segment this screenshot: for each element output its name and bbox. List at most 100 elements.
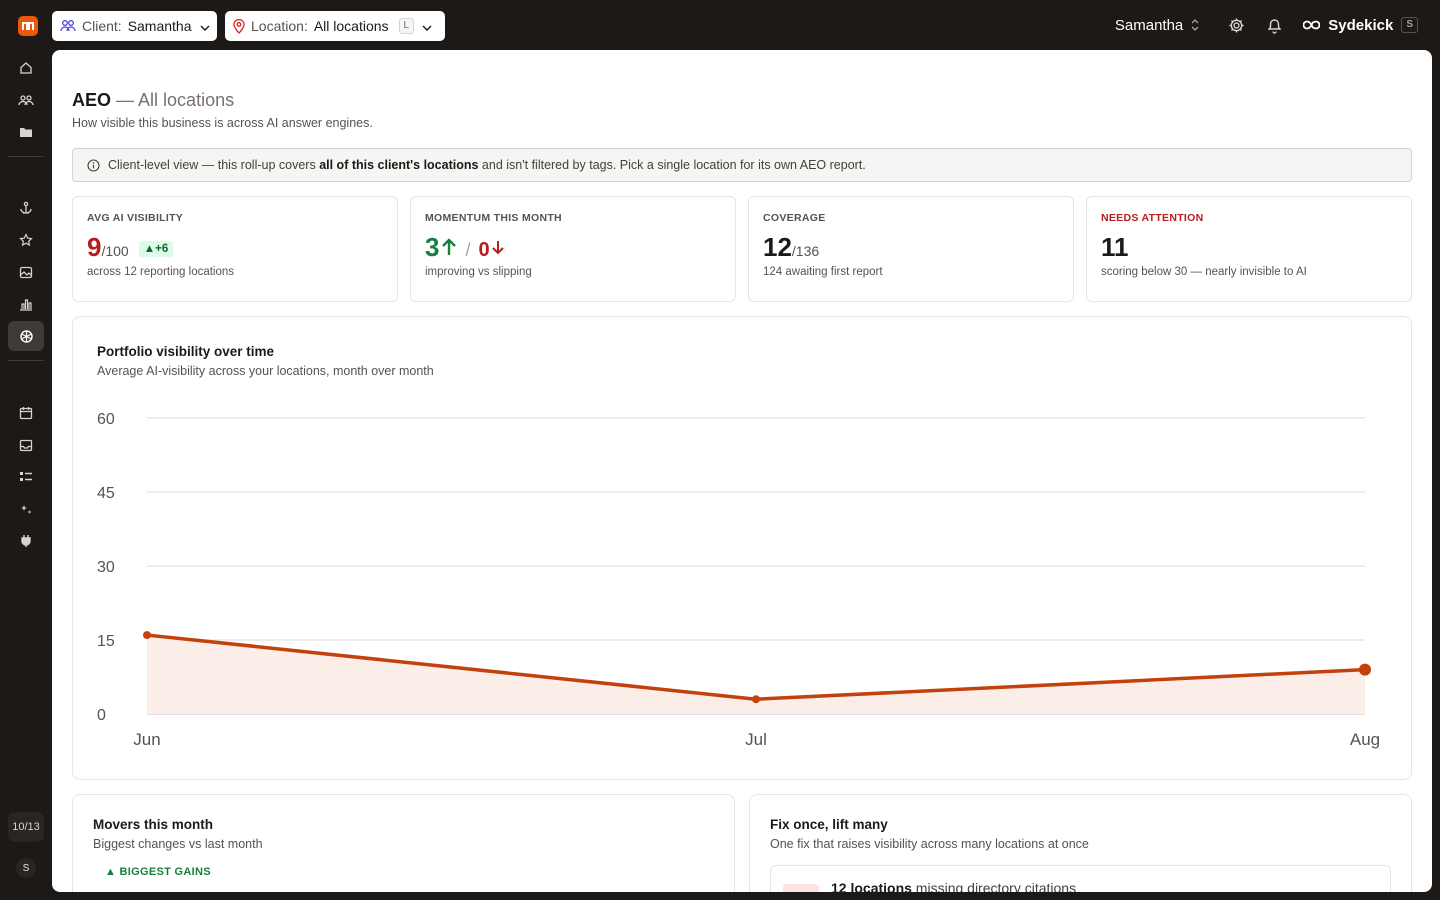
brand-shortcut: S (1401, 17, 1418, 33)
stat-subtext: scoring below 30 — nearly invisible to A… (1101, 266, 1307, 278)
chevron-down-icon (200, 18, 210, 34)
arrow-up-icon (441, 238, 457, 256)
page-title-main: AEO (72, 90, 112, 110)
sidebar-item-home[interactable] (8, 53, 44, 83)
visibility-chart-card: 0 15 30 45 60 Jun Jul Aug Portfolio visibility … (72, 316, 1412, 780)
arrow-down-icon (491, 240, 505, 255)
sidebar-item-integrations[interactable] (8, 526, 44, 556)
app-logo[interactable] (18, 16, 38, 36)
avatar[interactable]: S (16, 858, 36, 878)
y-tick-label: 30 (97, 559, 115, 576)
sidebar-item-media[interactable] (8, 257, 44, 287)
delta-badge: ▲+6 (138, 241, 174, 257)
sidebar-item-clients[interactable] (8, 85, 44, 115)
infinity-icon (1303, 20, 1321, 30)
y-tick-label: 45 (97, 485, 115, 502)
user-name: Samantha (1114, 16, 1184, 34)
stat-card-attention: NEEDS ATTENTION 11 scoring below 30 — ne… (1086, 196, 1412, 302)
page-title: AEO — All locations (72, 90, 234, 111)
sidebar-divider (8, 360, 44, 361)
sidebar-item-calendar[interactable] (8, 398, 44, 428)
momentum-separator: / (465, 240, 471, 260)
stat-card-momentum: MOMENTUM THIS MONTH 3 / 0 improving vs s… (410, 196, 736, 302)
stat-value: 11 (1101, 232, 1129, 262)
page-title-suffix: — All locations (116, 90, 235, 110)
location-label: Location: (251, 18, 308, 34)
info-text-bold: all of this client's locations (319, 158, 479, 172)
chart-title: Portfolio visibility over time (97, 344, 275, 359)
chevron-down-icon (422, 18, 432, 34)
sidebar-item-inbox[interactable] (8, 430, 44, 460)
info-banner: Client-level view — this roll-up covers … (72, 148, 1412, 182)
client-label: Client: (82, 18, 122, 34)
sidebar-divider (8, 156, 44, 157)
notifications-button[interactable] (1255, 10, 1293, 40)
stat-value-row: 3 / 0 (425, 232, 721, 262)
sidebar-item-aeo[interactable] (8, 321, 44, 351)
fix-item-label: missing directory citations (911, 880, 1077, 892)
stat-title: COVERAGE (763, 212, 826, 224)
bar-chart-icon (19, 298, 33, 311)
sidebar-item-anchor[interactable] (8, 193, 44, 223)
fix-item[interactable]: 12 locations missing directory citations (770, 865, 1391, 892)
stat-value: 12 (763, 232, 792, 262)
folder-icon (19, 126, 33, 138)
top-bar: Client: Samantha Location: All locations… (0, 0, 1440, 50)
data-point (143, 631, 151, 640)
stat-denominator: /136 (791, 243, 820, 259)
location-selector[interactable]: Location: All locations L (225, 11, 445, 41)
users-icon (18, 94, 34, 107)
y-tick-label: 60 (97, 411, 115, 428)
star-icon (19, 233, 33, 247)
sidebar-item-reviews[interactable] (8, 225, 44, 255)
sidebar-item-analytics[interactable] (8, 289, 44, 319)
stat-value-row: 11 (1101, 232, 1397, 262)
movers-title: Movers this month (93, 817, 214, 832)
calendar-icon (19, 406, 33, 420)
stat-subtext: across 12 reporting locations (87, 266, 235, 278)
stat-title: AVG AI VISIBILITY (87, 212, 184, 224)
movers-card: Movers this month Biggest changes vs las… (72, 794, 735, 892)
slipping-count: 0 (478, 239, 490, 261)
stat-subtext: improving vs slipping (425, 266, 532, 278)
chart-subtitle: Average AI-visibility across your locati… (97, 364, 434, 378)
stat-title: NEEDS ATTENTION (1101, 212, 1204, 224)
stat-card-coverage: COVERAGE 12 /136 124 awaiting first repo… (748, 196, 1074, 302)
sidebar-item-ai[interactable] (8, 494, 44, 524)
settings-button[interactable] (1217, 10, 1255, 40)
visibility-chart: 0 15 30 45 60 Jun Jul Aug (97, 411, 1380, 749)
client-selector[interactable]: Client: Samantha (52, 11, 217, 41)
stat-value: 9 (87, 232, 102, 262)
stat-title: MOMENTUM THIS MONTH (425, 212, 562, 224)
x-tick-label: Jul (745, 730, 767, 749)
data-point (1359, 663, 1371, 676)
sidebar: 10/13 S (0, 50, 52, 900)
gear-icon (1228, 17, 1245, 34)
fix-item-icon (783, 884, 819, 892)
stat-denominator: /100 (101, 243, 129, 259)
onboarding-progress[interactable]: 10/13 (8, 812, 44, 842)
sidebar-item-files[interactable] (8, 117, 44, 147)
improving-count: 3 (425, 232, 440, 262)
info-text: Client-level view — this roll-up covers … (108, 158, 866, 172)
biggest-gains-label: ▲ BIGGEST GAINS (105, 866, 211, 878)
sidebar-item-tasks[interactable] (8, 462, 44, 492)
main-panel: AEO — All locations How visible this bus… (52, 50, 1432, 892)
stat-subtext: 124 awaiting first report (763, 266, 883, 278)
user-switcher[interactable]: Samantha (1115, 17, 1199, 34)
info-text-post: and isn't filtered by tags. Pick a singl… (478, 158, 866, 172)
users-icon (60, 19, 76, 33)
top-right-controls: Samantha Sydekick S (1115, 0, 1418, 50)
x-tick-label: Jun (133, 730, 160, 749)
x-tick-label: Aug (1350, 730, 1380, 749)
stat-value-row: 12 /136 (763, 232, 1059, 262)
sydekick-button[interactable]: Sydekick S (1303, 17, 1418, 34)
fix-item-text: 12 locations missing directory citations (831, 880, 1076, 892)
inbox-icon (19, 439, 33, 452)
stat-value-row: 9 /100 ▲+6 (87, 232, 383, 262)
info-text-pre: Client-level view — this roll-up covers (108, 158, 320, 172)
plug-icon (20, 534, 32, 548)
chevron-updown-icon (1191, 19, 1199, 31)
y-tick-label: 15 (97, 633, 115, 650)
home-icon (19, 61, 33, 75)
